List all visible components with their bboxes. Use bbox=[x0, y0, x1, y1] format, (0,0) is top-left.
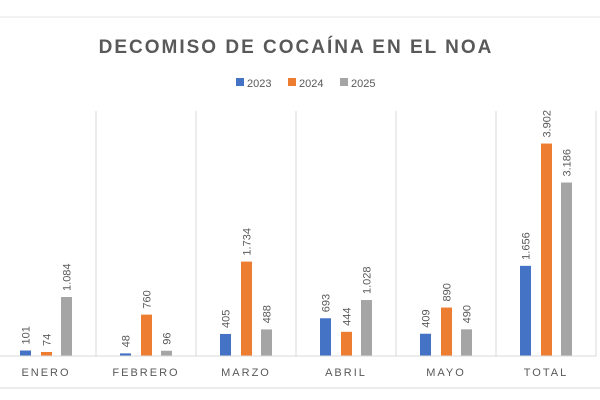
legend: 2023 2024 2025 bbox=[236, 78, 375, 90]
bar-2024-abril bbox=[341, 331, 352, 356]
x-tick-label: ABRIL bbox=[325, 367, 367, 379]
data-label: 409 bbox=[421, 309, 433, 327]
legend-swatch-2025 bbox=[340, 78, 348, 86]
data-label: 405 bbox=[221, 310, 233, 328]
data-label: 101 bbox=[21, 326, 33, 344]
data-label: 1.656 bbox=[521, 232, 533, 260]
x-axis-tick-labels: ENERO FEBRERO MARZO ABRIL MAYO TOTAL bbox=[21, 367, 568, 379]
bar-2025-enero bbox=[61, 296, 72, 356]
bar-2023-mayo bbox=[420, 333, 431, 356]
bar-2025-mayo bbox=[461, 329, 472, 356]
legend-swatch-2023 bbox=[236, 78, 244, 86]
bar-2023-marzo bbox=[220, 333, 231, 356]
bar-2023-total bbox=[520, 265, 531, 356]
data-label: 48 bbox=[121, 335, 133, 347]
legend-label: 2024 bbox=[299, 78, 323, 90]
bar-2025-abril bbox=[361, 300, 372, 356]
bar-2024-mayo bbox=[441, 307, 452, 356]
bar-2024-enero bbox=[41, 351, 52, 356]
bar-2025-total bbox=[561, 182, 572, 356]
bars bbox=[20, 143, 572, 356]
data-label: 890 bbox=[442, 283, 454, 301]
chart-title: DECOMISO DE COCAÍNA EN EL NOA bbox=[99, 36, 494, 58]
x-tick-label: MARZO bbox=[221, 367, 271, 379]
bar-2024-febrero bbox=[141, 314, 152, 356]
x-tick-label: FEBRERO bbox=[112, 367, 179, 379]
bar-2024-total bbox=[541, 143, 552, 356]
bar-2024-marzo bbox=[241, 261, 252, 356]
bar-2025-marzo bbox=[261, 329, 272, 356]
bar-2023-enero bbox=[20, 350, 31, 356]
data-label: 3.186 bbox=[562, 149, 574, 177]
legend-swatch-2024 bbox=[288, 78, 296, 86]
data-label: 1.734 bbox=[242, 228, 254, 256]
data-label: 1.084 bbox=[62, 263, 74, 291]
bar-2023-febrero bbox=[120, 353, 131, 356]
data-label: 693 bbox=[321, 294, 333, 312]
x-tick-label: TOTAL bbox=[524, 367, 568, 379]
data-label: 490 bbox=[462, 305, 474, 323]
category-separators bbox=[95, 111, 597, 356]
x-tick-label: ENERO bbox=[21, 367, 70, 379]
data-label: 3.902 bbox=[542, 110, 554, 138]
data-labels: 101 48 405 693 409 1.656 74 760 1.734 444 890 3.902… bbox=[21, 110, 574, 347]
legend-label: 2025 bbox=[351, 78, 375, 90]
data-label: 444 bbox=[342, 307, 354, 325]
data-label: 96 bbox=[162, 333, 174, 345]
bar-2023-abril bbox=[320, 318, 331, 356]
data-label: 1.028 bbox=[362, 266, 374, 294]
legend-label: 2023 bbox=[247, 78, 271, 90]
data-label: 760 bbox=[142, 290, 154, 308]
data-label: 488 bbox=[262, 305, 274, 323]
bar-2025-febrero bbox=[161, 350, 172, 356]
data-label: 74 bbox=[42, 334, 54, 346]
x-tick-label: MAYO bbox=[426, 367, 466, 379]
